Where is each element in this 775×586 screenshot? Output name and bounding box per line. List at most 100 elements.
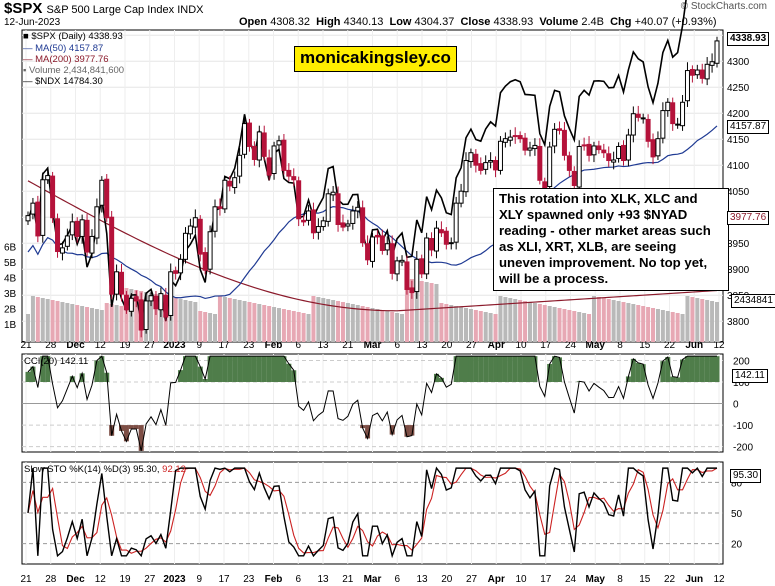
price-tick-label: 4150	[727, 135, 750, 146]
x-tick-label: 27	[144, 340, 156, 351]
candle-body	[207, 231, 213, 270]
volume-bar	[316, 297, 321, 342]
candle-body	[394, 260, 400, 275]
volume-bar	[173, 298, 178, 342]
x-tick-label: 8	[617, 340, 623, 351]
volume-bar	[94, 309, 99, 342]
candle-body	[266, 157, 272, 176]
volume-bar	[537, 304, 542, 342]
candle-body	[350, 210, 356, 224]
volume-bar	[188, 301, 193, 342]
candle-body	[443, 230, 449, 245]
x-tick-label: 15	[639, 340, 651, 351]
volume-bar	[331, 300, 336, 342]
sto-tick-label: 50	[731, 509, 743, 520]
volume-bar	[336, 301, 341, 342]
x-tick-label: May	[586, 340, 606, 351]
x-tick-label: May	[586, 574, 606, 585]
legend-ma50: — MA(50) 4157.87	[23, 43, 104, 54]
candle-body	[429, 238, 435, 251]
x-tick-label: 6	[394, 574, 400, 585]
candle-body	[119, 271, 125, 295]
volume-bar	[65, 303, 70, 342]
volume-bar	[291, 311, 296, 342]
candle-body	[237, 154, 243, 177]
volume-bar	[429, 283, 434, 342]
candle-body	[202, 252, 208, 271]
candle-body	[114, 271, 120, 295]
candle-body	[699, 69, 705, 79]
volume-bar	[695, 298, 700, 342]
candle-body	[625, 134, 631, 161]
cci-tick-label: -200	[733, 443, 753, 454]
volume-bar	[459, 307, 464, 342]
legend-ma200: — MA(200) 3977.76	[23, 54, 109, 65]
volume-bar	[183, 300, 188, 342]
volume-bar	[655, 309, 660, 342]
candle-body	[222, 179, 228, 210]
x-tick-label: 9	[196, 340, 202, 351]
candle-body	[271, 145, 277, 175]
candle-body	[581, 144, 587, 147]
volume-bar	[621, 302, 626, 342]
volume-bar	[542, 305, 547, 342]
volume-bar	[276, 308, 281, 342]
ohlc-readout: Open 4308.32 High 4340.13 Low 4304.37 Cl…	[239, 16, 717, 28]
x-tick-label: 22	[664, 574, 676, 585]
candle-body	[552, 128, 558, 147]
stockcharts-brand: © StockCharts.com	[680, 1, 767, 12]
volume-bar	[365, 307, 370, 342]
volume-bar	[232, 299, 237, 342]
candle-body	[522, 137, 528, 151]
candle-body	[665, 101, 671, 112]
candle-body	[45, 175, 51, 181]
volume-bar	[527, 302, 532, 342]
candle-body	[143, 300, 149, 331]
volume-bar	[70, 304, 75, 342]
sto-k-line	[27, 466, 717, 559]
candle-body	[635, 113, 641, 118]
candle-body	[251, 145, 257, 160]
volume-bar	[646, 307, 651, 342]
candle-body	[561, 129, 567, 156]
volume-bar	[104, 303, 109, 342]
tag-ma200: 3977.76	[727, 211, 770, 225]
volume-bar	[99, 310, 104, 342]
candle-body	[493, 160, 499, 171]
ma200-line	[27, 180, 718, 312]
volume-bar	[242, 301, 247, 342]
candle-body	[438, 229, 444, 234]
candle-body	[55, 218, 61, 253]
x-tick-label: 13	[416, 340, 428, 351]
x-tick-label: 28	[45, 574, 57, 585]
candle-body	[370, 236, 375, 262]
volume-bar	[651, 308, 656, 342]
candle-body	[148, 295, 154, 302]
volume-bar	[45, 299, 50, 342]
x-tick-label: 12	[713, 340, 725, 351]
candle-body	[517, 135, 523, 140]
x-tick-label: Apr	[488, 574, 505, 585]
x-tick-label: 24	[565, 340, 577, 351]
x-tick-label: 17	[540, 574, 552, 585]
candle-body	[596, 145, 602, 151]
candle-body	[59, 247, 65, 254]
volume-bar	[690, 297, 695, 342]
volume-bar	[262, 305, 267, 342]
volume-bar	[198, 311, 203, 342]
candle-body	[507, 136, 513, 141]
volume-bar	[552, 307, 557, 342]
candle-body	[419, 258, 425, 275]
symbol-title: $SPX S&P 500 Large Cap Index INDX	[4, 0, 204, 17]
candle-body	[133, 296, 139, 302]
annotation-box: This rotation into XLK, XLC and XLY spaw…	[493, 188, 729, 291]
candle-body	[365, 243, 371, 261]
candle-body	[714, 40, 720, 64]
candle-body	[94, 206, 100, 239]
volume-bar	[547, 306, 552, 342]
volume-bar	[587, 314, 592, 342]
candle-body	[35, 201, 41, 237]
candle-body	[173, 270, 179, 274]
volume-bar	[26, 314, 30, 342]
x-tick-label: 2023	[163, 340, 186, 351]
